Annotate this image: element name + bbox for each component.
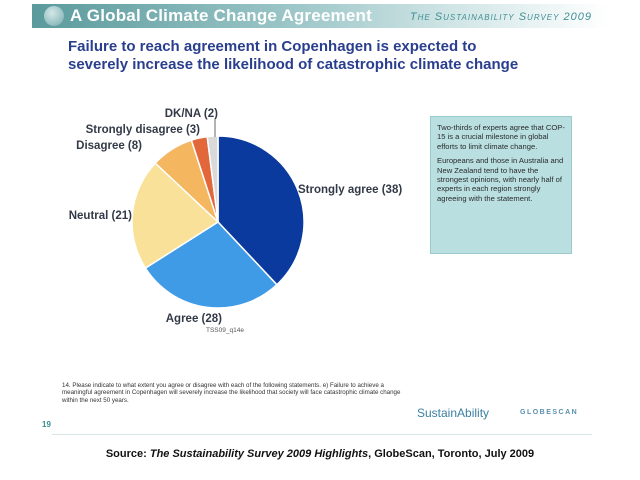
headline-line-2: severely increase the likelihood of cata… bbox=[68, 56, 519, 73]
label-neutral: Neutral (21) bbox=[69, 210, 132, 222]
survey-name: The Sustainability Survey 2009 bbox=[409, 11, 592, 23]
sustainability-logo: SustainAbility bbox=[417, 406, 490, 420]
callout-paragraph-1: Two-thirds of experts agree that COP-15 … bbox=[437, 123, 565, 151]
source-title: The Sustainability Survey 2009 Highlight… bbox=[149, 448, 369, 460]
slide: A Global Climate Change Agreement The Su… bbox=[32, 4, 608, 436]
footnote: 14. Please indicate to what extent you a… bbox=[62, 382, 401, 404]
headline-line-1: Failure to reach agreement in Copenhagen… bbox=[68, 38, 477, 55]
headline: Failure to reach agreement in Copenhagen… bbox=[68, 38, 588, 74]
slice-dk-na bbox=[206, 135, 219, 223]
slice-agree bbox=[144, 221, 278, 309]
label-dk-na: DK/NA (2) bbox=[165, 108, 218, 120]
source-caption: Source: The Sustainability Survey 2009 H… bbox=[0, 448, 640, 460]
callout-paragraph-2: Europeans and those in Australia and New… bbox=[437, 156, 564, 203]
page-number: 19 bbox=[42, 420, 51, 429]
source-suffix: , GlobeScan, Toronto, July 2009 bbox=[368, 448, 535, 460]
label-strongly-agree: Strongly agree (38) bbox=[298, 184, 402, 196]
label-strongly-disagree: Strongly disagree (3) bbox=[86, 124, 201, 136]
globe-watermark-icon bbox=[44, 6, 64, 26]
slice-strongly-agree bbox=[217, 135, 305, 286]
pie-chart: Strongly agree (38) Agree (28) Neutral (21… bbox=[69, 108, 403, 334]
globescan-logo: GLOBESCAN bbox=[520, 409, 579, 416]
slice-neutral bbox=[131, 162, 220, 270]
slide-title: A Global Climate Change Agreement bbox=[70, 6, 372, 25]
callout-box: Two-thirds of experts agree that COP-15 … bbox=[430, 116, 572, 254]
label-disagree: Disagree (8) bbox=[76, 140, 142, 152]
source-prefix: Source: bbox=[105, 448, 150, 460]
footer-divider bbox=[52, 434, 592, 435]
header-bar bbox=[32, 4, 608, 28]
question-code: TSS09_q14e bbox=[206, 327, 244, 334]
label-agree: Agree (28) bbox=[166, 313, 222, 325]
